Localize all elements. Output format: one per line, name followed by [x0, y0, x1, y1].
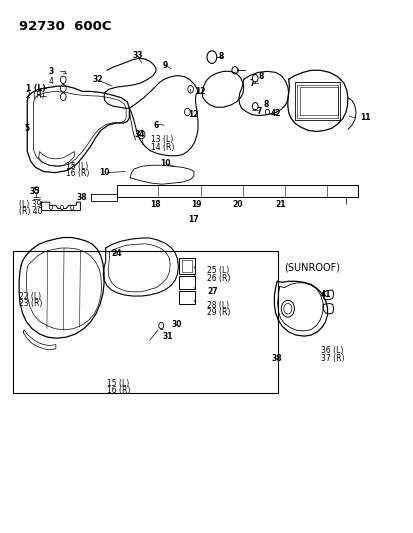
Text: 6: 6: [153, 120, 158, 130]
Circle shape: [252, 75, 257, 82]
Bar: [294, 82, 339, 120]
Text: 8: 8: [218, 52, 223, 61]
Text: 13 (L): 13 (L): [151, 135, 173, 144]
Text: 31: 31: [161, 332, 172, 341]
Text: 27: 27: [206, 287, 217, 296]
Text: 33: 33: [132, 51, 143, 60]
Text: 12: 12: [188, 110, 198, 119]
Text: 25 (L): 25 (L): [206, 266, 229, 275]
Text: 4: 4: [48, 77, 53, 86]
Text: 30: 30: [171, 320, 182, 329]
Text: 32: 32: [93, 75, 103, 84]
Text: 8: 8: [257, 71, 263, 80]
Text: 18: 18: [150, 200, 160, 209]
Text: 36 (L): 36 (L): [320, 346, 342, 356]
Text: 10: 10: [99, 168, 109, 177]
Text: 16 (R): 16 (R): [107, 386, 130, 395]
Text: 35: 35: [29, 187, 40, 196]
Bar: [13, 251, 277, 393]
Circle shape: [60, 205, 64, 209]
Text: 38: 38: [76, 193, 87, 203]
Text: 11: 11: [359, 113, 370, 122]
Text: 7: 7: [255, 108, 261, 116]
Text: 9: 9: [162, 61, 168, 69]
Text: (R) 40: (R) 40: [19, 207, 43, 216]
Text: 1 (L): 1 (L): [26, 84, 46, 93]
Text: 20: 20: [232, 200, 242, 209]
Text: (SUNROOF): (SUNROOF): [284, 263, 340, 272]
Text: 14 (R): 14 (R): [151, 143, 174, 152]
Text: 38: 38: [271, 354, 282, 363]
Text: 24: 24: [111, 249, 121, 258]
Circle shape: [70, 205, 74, 209]
Text: 37 (R): 37 (R): [320, 354, 343, 363]
Text: 15 (L): 15 (L): [107, 379, 129, 388]
Bar: [179, 291, 194, 304]
Text: 42: 42: [271, 109, 281, 118]
Circle shape: [252, 102, 257, 110]
Text: 5: 5: [24, 124, 29, 133]
Text: 41: 41: [320, 290, 330, 299]
Circle shape: [49, 205, 52, 209]
Bar: [179, 258, 194, 274]
Text: 19: 19: [191, 200, 202, 209]
Text: 22 (L): 22 (L): [19, 292, 41, 301]
Text: 28 (L): 28 (L): [206, 301, 228, 310]
Text: 34: 34: [134, 130, 145, 139]
Text: 92730  600C: 92730 600C: [19, 20, 112, 33]
Text: 12: 12: [194, 87, 205, 96]
Bar: [296, 85, 337, 118]
Text: 17: 17: [188, 215, 199, 224]
Bar: [181, 260, 192, 272]
Text: 7: 7: [249, 79, 255, 88]
Text: 3: 3: [48, 67, 54, 76]
Text: 21: 21: [275, 200, 285, 209]
Text: 26 (R): 26 (R): [206, 273, 230, 282]
Text: 8: 8: [263, 100, 268, 109]
Text: 15 (L): 15 (L): [66, 162, 88, 171]
Text: 23 (R): 23 (R): [19, 300, 43, 309]
Text: 16 (R): 16 (R): [66, 169, 89, 178]
Text: 10: 10: [160, 159, 170, 168]
Text: 2 (R): 2 (R): [26, 91, 45, 100]
Text: 29 (R): 29 (R): [206, 309, 230, 318]
Bar: [179, 276, 194, 289]
Text: (L) 39: (L) 39: [19, 200, 41, 209]
